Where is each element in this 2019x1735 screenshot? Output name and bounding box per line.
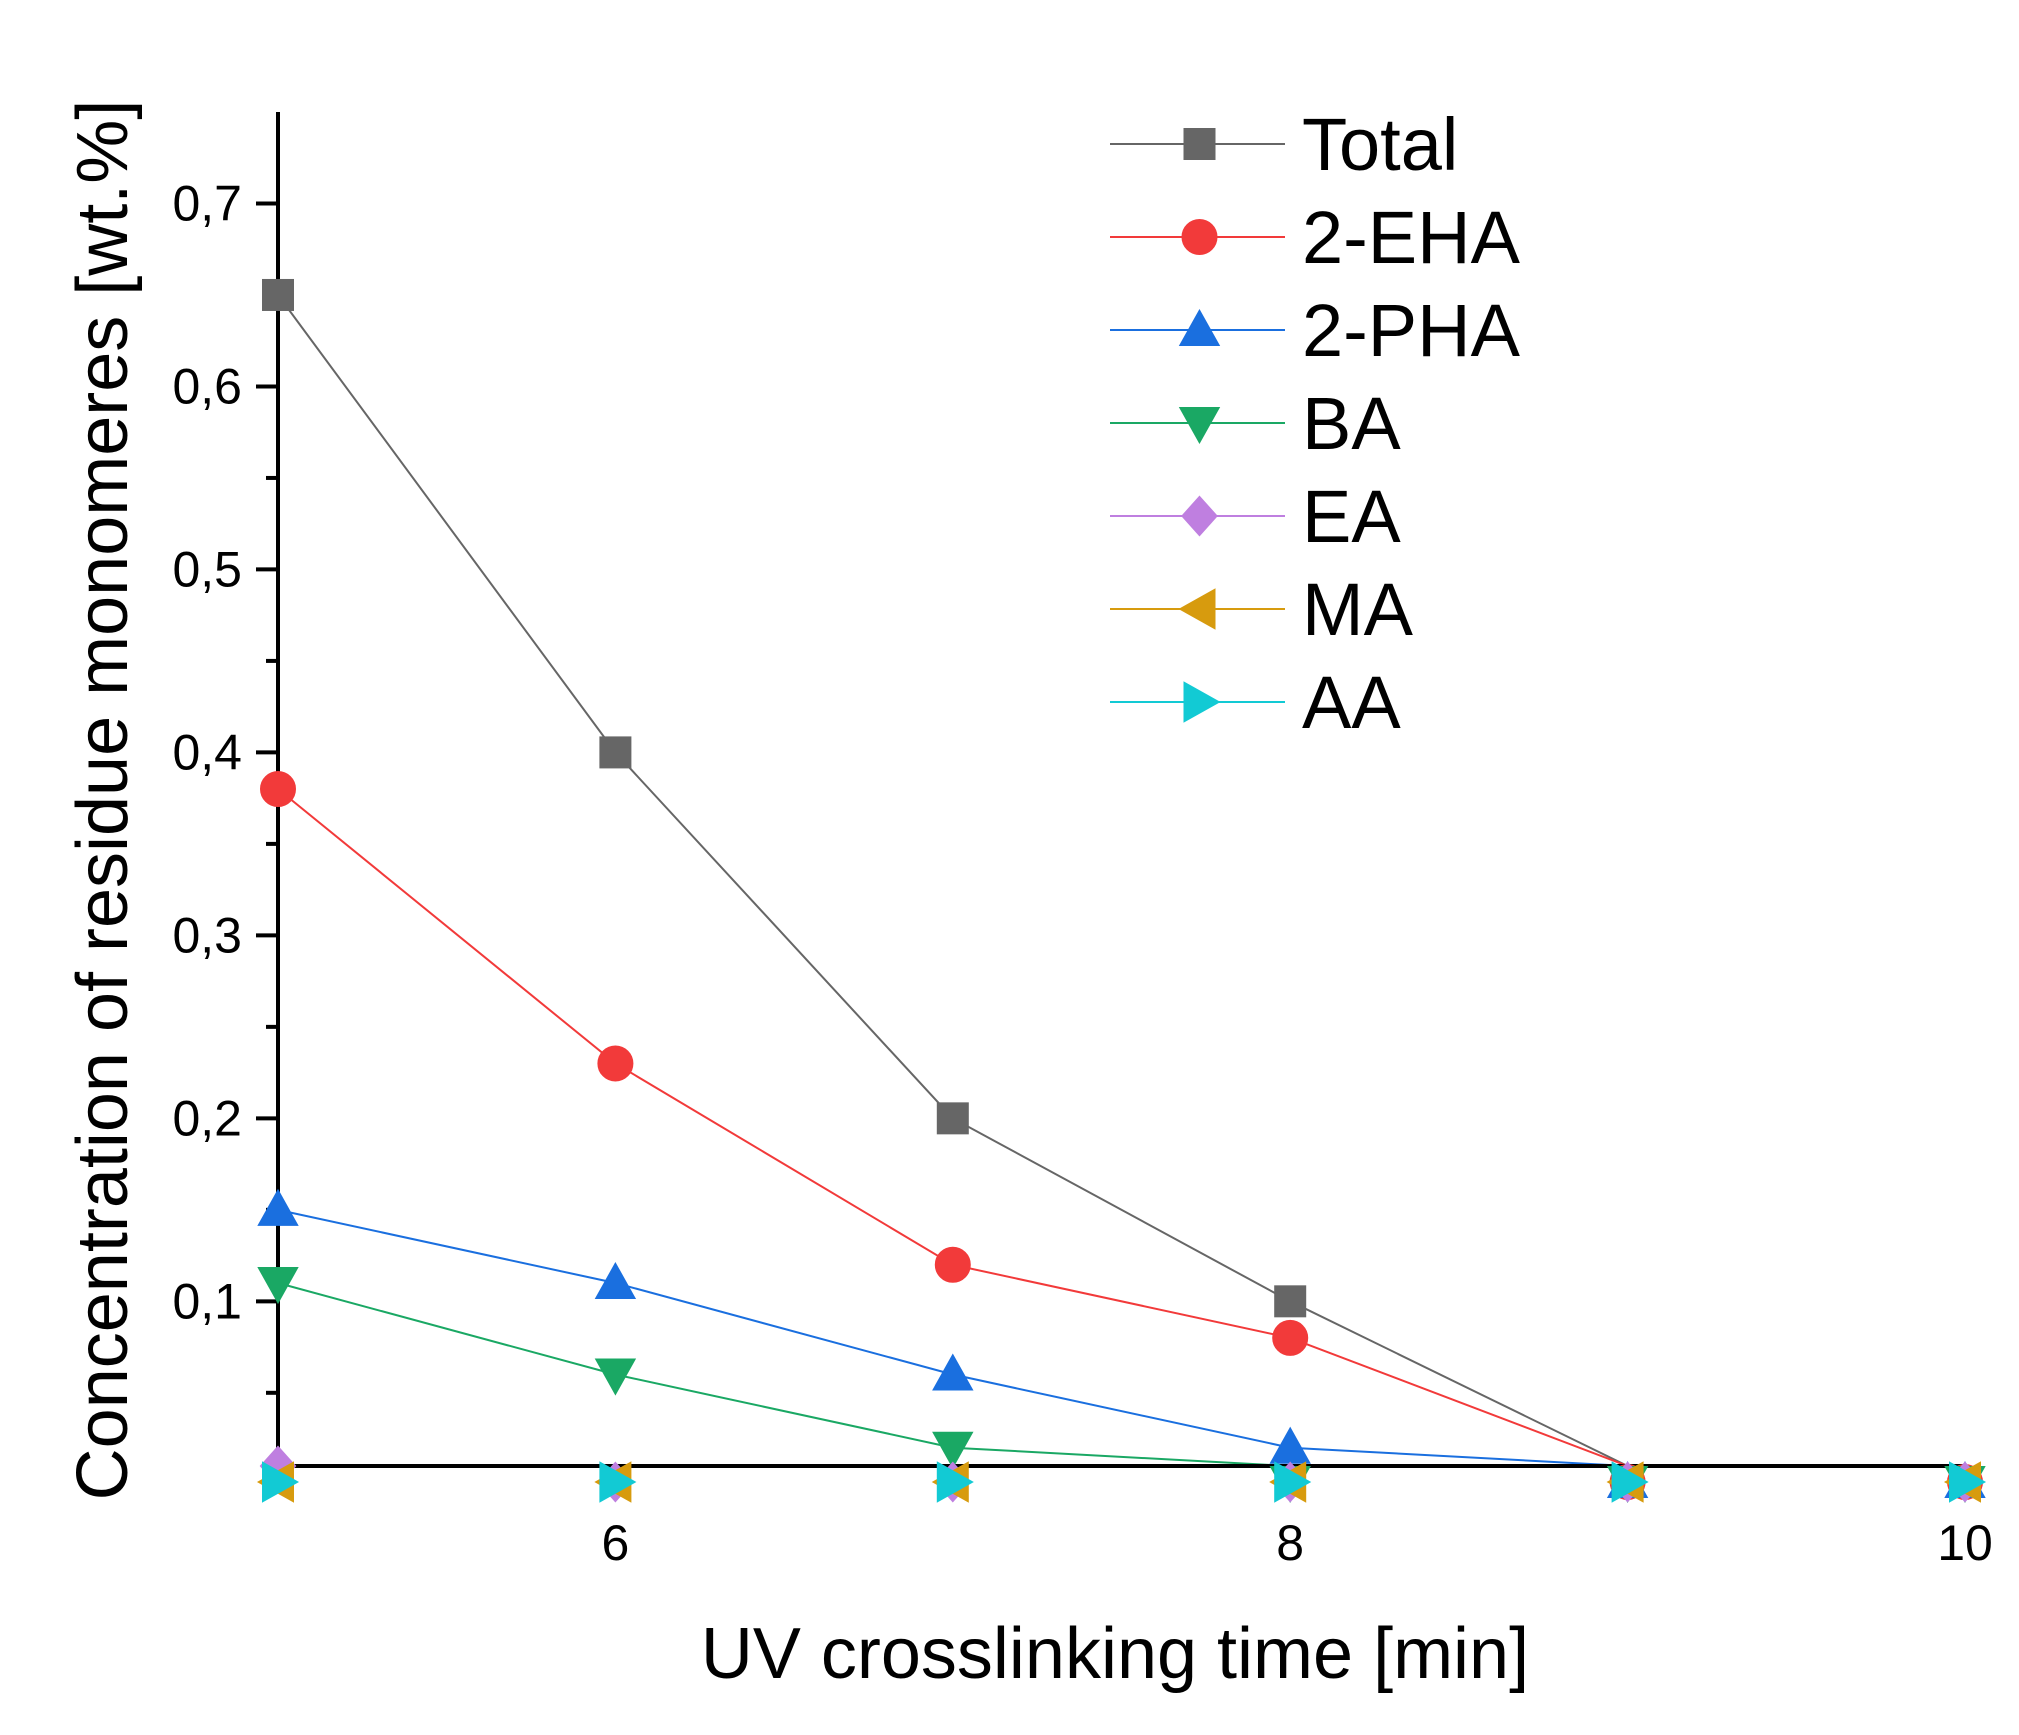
data-point-2-eha [934,1246,971,1283]
y-tick-label: 0,3 [172,907,242,963]
data-point-2-eha [1272,1319,1309,1356]
data-point-ba [932,1431,974,1469]
x-tick-label: 8 [1276,1515,1304,1571]
series-line-total [277,294,1965,1467]
x-ticks: 6 8 10 [601,1515,1992,1571]
y-tick-label: 0,5 [172,541,242,597]
y-tick-label: 0,4 [172,724,242,780]
legend-marker [1178,308,1221,346]
x-tick-label: 6 [601,1515,629,1571]
y-tick-label: 0,7 [172,175,242,231]
data-point-2-pha [594,1261,637,1300]
data-point-aa [936,1461,974,1503]
legend-marker [1183,128,1216,160]
axes: 0,1 0,2 0,3 0,4 0,5 0,6 0,7 6 8 10 UV crosslinki… [63,100,1993,1694]
legend-label: Total [1302,103,1458,186]
data-point-ba [594,1358,637,1396]
legend-marker [1178,407,1221,445]
series-line-2-pha [277,1208,1965,1467]
y-tick-label: 0,2 [172,1090,242,1146]
data-point-aa [262,1461,300,1503]
y-axis-title: Concentration of residue monomeres [wt.%… [63,100,143,1501]
data-point-total [936,1102,969,1135]
legend-label: EA [1302,475,1401,558]
legend-label: AA [1302,661,1401,744]
legend-marker [1183,681,1221,723]
data-point-ba [257,1267,299,1305]
x-tick-label: 10 [1937,1515,1993,1571]
data-point-2-pha [932,1353,974,1391]
legend-marker [1181,495,1218,537]
legend-label: 2-EHA [1302,196,1521,279]
series-line-2-eha [277,788,1965,1467]
data-point-total [1274,1285,1307,1318]
x-axis-title: UV crosslinking time [min] [701,1614,1529,1694]
series-line-ba [277,1282,1965,1467]
data-point-aa [1949,1461,1987,1503]
marker-layer [256,278,1987,1504]
legend-marker [1181,219,1218,255]
data-point-total [262,278,294,311]
legend-label: BA [1302,382,1401,465]
data-point-aa [1611,1461,1649,1503]
data-point-2-pha [257,1188,299,1226]
y-tick-label: 0,6 [172,358,242,414]
y-ticks: 0,1 0,2 0,3 0,4 0,5 0,6 0,7 [172,175,278,1395]
series-layer [277,294,1965,1467]
data-point-2-eha [597,1045,634,1082]
legend-label: MA [1302,568,1414,651]
data-point-aa [599,1461,637,1503]
data-point-2-eha [260,771,296,807]
y-tick-label: 0,1 [172,1273,242,1329]
data-point-aa [1274,1461,1312,1503]
legend-label: 2-PHA [1302,289,1521,372]
legend: Total 2-EHA 2-PHA BA EA MA AA [1110,103,1521,744]
data-point-total [599,736,632,769]
legend-marker [1178,588,1216,630]
